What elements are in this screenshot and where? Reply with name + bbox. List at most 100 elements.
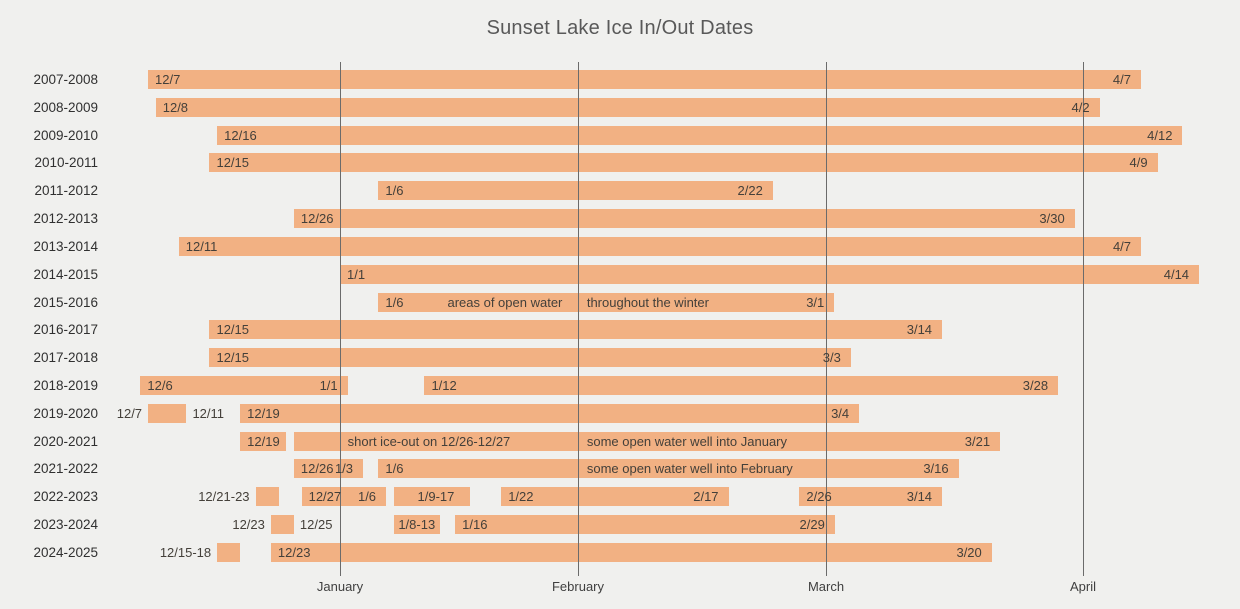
season-row-label: 2016-2017 <box>33 322 98 338</box>
bar-date-label: 2/22 <box>737 183 763 199</box>
season-row-label: 2022-2023 <box>33 489 98 505</box>
ice-bar <box>148 70 1141 89</box>
bar-date-label: 12/19 <box>247 405 280 421</box>
bar-date-label: 12/23 <box>232 517 265 533</box>
bar-date-label: 1/6 <box>385 461 404 477</box>
ice-bar <box>293 459 364 479</box>
ice-bar <box>293 209 1075 229</box>
ice-bar <box>501 487 729 507</box>
bar-date-label: 12/7 <box>116 405 143 421</box>
bar-date-label: 4/12 <box>1147 127 1173 143</box>
ice-bar <box>293 431 1001 451</box>
ice-bar <box>140 376 348 396</box>
ice-bar <box>301 487 387 507</box>
bar-date-label: 1/12 <box>431 378 457 394</box>
season-row-label: 2009-2010 <box>33 127 98 143</box>
ice-bar <box>393 515 440 535</box>
bar-date-label: 1/8-13 <box>398 517 436 533</box>
season-row-label: 2008-2009 <box>33 99 98 115</box>
bar-date-label: 12/6 <box>147 378 173 394</box>
season-row-label: 2011-2012 <box>34 183 98 199</box>
bar-date-label: 3/16 <box>923 461 949 477</box>
bar-date-label: 4/7 <box>1112 72 1131 87</box>
bar-date-label: 3/20 <box>956 544 982 560</box>
ice-bar <box>255 487 279 507</box>
ice-bar <box>155 97 1100 117</box>
season-row-label: 2018-2019 <box>33 378 98 394</box>
ice-bar <box>209 348 851 368</box>
bar-date-label: 3/28 <box>1022 378 1049 394</box>
month-gridline-january <box>340 62 341 576</box>
bar-date-label: 2/29 <box>799 517 825 533</box>
bar-date-label: 4/9 <box>1129 155 1148 171</box>
ice-bar <box>209 153 1158 173</box>
ice-bar <box>424 376 1059 396</box>
bar-date-label: 4/7 <box>1112 238 1132 254</box>
bar-date-label: 12/26 <box>300 211 334 227</box>
season-row-label: 2014-2015 <box>33 266 98 282</box>
bar-date-label: 12/23 <box>277 544 311 560</box>
bar-date-label: 3/3 <box>822 350 841 366</box>
month-axis-label: March <box>807 579 845 594</box>
month-axis-label: January <box>316 579 364 594</box>
ice-bar <box>217 125 1183 145</box>
ice-bar <box>378 181 773 201</box>
season-row-label: 2007-2008 <box>33 72 98 87</box>
season-row-label: 2015-2016 <box>33 294 98 310</box>
ice-bar <box>240 403 860 423</box>
bar-date-label: 1/22 <box>508 489 534 505</box>
season-row-label: 2024-2025 <box>33 544 98 560</box>
ice-bar <box>217 542 241 562</box>
month-gridline-april <box>1083 62 1084 576</box>
bar-date-label: 12/16 <box>224 127 257 143</box>
month-gridline-march <box>826 62 827 576</box>
ice-bar <box>455 515 835 535</box>
bar-date-label: 1/6 <box>385 183 404 199</box>
bar-date-label: 1/16 <box>462 517 488 533</box>
bar-date-label: 12/21-23 <box>198 489 250 505</box>
bar-date-label: 3/30 <box>1039 211 1065 227</box>
ice-bar <box>340 264 1200 284</box>
month-axis-label: April <box>1069 579 1096 594</box>
bar-date-label: 1/6 <box>385 294 404 310</box>
bar-date-label: 12/27 <box>308 489 342 505</box>
ice-bar <box>178 236 1142 256</box>
bar-note: some open water well into February <box>586 461 793 477</box>
bar-date-label: 1/9-17 <box>417 489 455 505</box>
bar-date-label: 3/1 <box>806 294 825 310</box>
ice-bar <box>240 431 287 451</box>
bar-date-label: 1/6 <box>357 489 377 505</box>
ice-bar <box>270 515 294 535</box>
season-row-label: 2020-2021 <box>33 433 98 449</box>
bar-date-label: 2/17 <box>693 489 719 505</box>
bar-date-label: 4/14 <box>1163 266 1190 282</box>
bar-note: areas of open water <box>447 294 563 310</box>
ice-bar <box>799 487 943 507</box>
bar-date-label: 12/15 <box>216 350 250 366</box>
bar-date-label: 3/21 <box>964 433 991 449</box>
ice-bar <box>378 459 959 479</box>
bar-note: throughout the winter <box>586 294 709 310</box>
month-axis-label: February <box>551 579 605 594</box>
bar-date-label: 3/4 <box>831 405 850 421</box>
bar-date-label: 12/15-18 <box>159 544 212 560</box>
ice-bar <box>401 487 471 507</box>
season-row-label: 2010-2011 <box>34 155 98 171</box>
bar-note: some open water well into January <box>586 433 788 449</box>
bar-date-label: 12/11 <box>185 238 218 254</box>
bar-date-label: 12/7 <box>155 72 181 87</box>
ice-bar <box>148 403 187 423</box>
ice-bar <box>393 487 402 507</box>
season-row-label: 2013-2014 <box>33 238 98 254</box>
month-gridline-february <box>578 62 579 576</box>
bar-note: short ice-out on 12/26-12/27 <box>347 433 511 449</box>
bar-date-label: 3/14 <box>906 489 933 505</box>
bar-date-label: 1/1 <box>319 378 338 394</box>
season-row-label: 2019-2020 <box>33 405 98 421</box>
season-row-label: 2021-2022 <box>33 461 98 477</box>
bar-date-label: 12/25 <box>299 517 333 533</box>
bar-date-label: 4/2 <box>1071 99 1090 115</box>
season-row-label: 2017-2018 <box>33 350 98 366</box>
bar-date-label: 3/14 <box>906 322 933 338</box>
